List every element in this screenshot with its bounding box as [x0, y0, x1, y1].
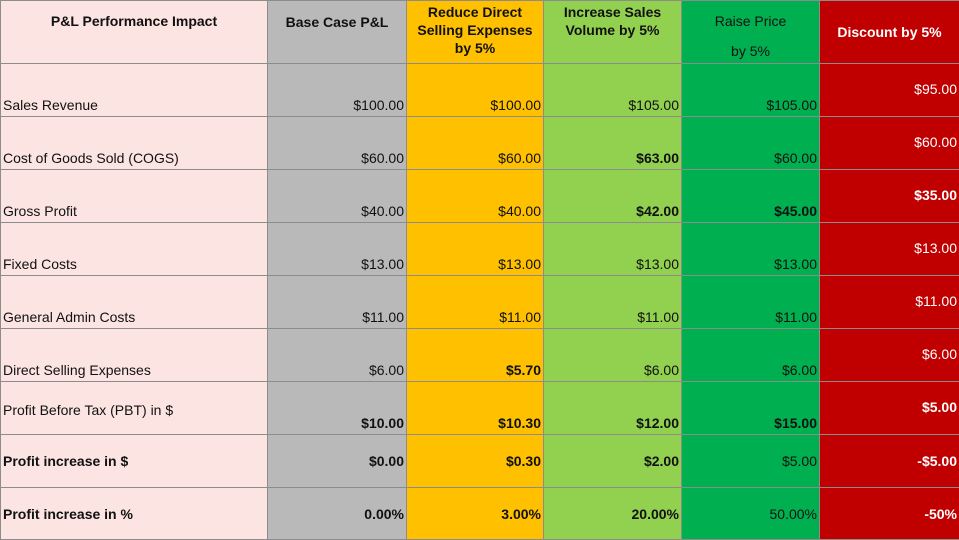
table-row: General Admin Costs $11.00 $11.00 $11.00… — [1, 276, 959, 329]
cell-base: $100.00 — [268, 64, 407, 117]
cell-reduce: $60.00 — [407, 117, 544, 170]
table-row: Profit Before Tax (PBT) in $ $10.00 $10.… — [1, 382, 959, 435]
cell-reduce: $11.00 — [407, 276, 544, 329]
cell-raise: $60.00 — [682, 117, 820, 170]
cell-base: $10.00 — [268, 382, 407, 435]
cell-discount: $13.00 — [820, 223, 959, 276]
cell-discount: -$5.00 — [820, 435, 959, 488]
cell-discount: $95.00 — [820, 64, 959, 117]
cell-discount: -50% — [820, 488, 959, 540]
row-label: Profit increase in % — [1, 488, 268, 540]
cell-base: $40.00 — [268, 170, 407, 223]
header-raise-price-main: Raise Price — [715, 13, 787, 29]
cell-reduce: 3.00% — [407, 488, 544, 540]
row-label: Sales Revenue — [1, 64, 268, 117]
cell-raise: $105.00 — [682, 64, 820, 117]
cell-discount: $5.00 — [820, 382, 959, 435]
cell-increase: 20.00% — [544, 488, 682, 540]
cell-reduce: $100.00 — [407, 64, 544, 117]
row-label: Direct Selling Expenses — [1, 329, 268, 382]
header-base-case: Base Case P&L — [268, 1, 407, 64]
cell-increase: $2.00 — [544, 435, 682, 488]
cell-discount: $6.00 — [820, 329, 959, 382]
row-label: Profit Before Tax (PBT) in $ — [1, 382, 268, 435]
table-row: Profit increase in $ $0.00 $0.30 $2.00 $… — [1, 435, 959, 488]
cell-reduce: $13.00 — [407, 223, 544, 276]
cell-base: $11.00 — [268, 276, 407, 329]
cell-discount: $11.00 — [820, 276, 959, 329]
cell-reduce: $40.00 — [407, 170, 544, 223]
table-row: Sales Revenue $100.00 $100.00 $105.00 $1… — [1, 64, 959, 117]
header-discount: Discount by 5% — [820, 1, 959, 64]
cell-increase: $42.00 — [544, 170, 682, 223]
cell-base: $60.00 — [268, 117, 407, 170]
cell-discount: $35.00 — [820, 170, 959, 223]
cell-discount: $60.00 — [820, 117, 959, 170]
table-row: Fixed Costs $13.00 $13.00 $13.00 $13.00 … — [1, 223, 959, 276]
row-label: Profit increase in $ — [1, 435, 268, 488]
header-raise-price: Raise Price by 5% — [682, 1, 820, 64]
table-row: Cost of Goods Sold (COGS) $60.00 $60.00 … — [1, 117, 959, 170]
cell-reduce: $10.30 — [407, 382, 544, 435]
cell-reduce: $5.70 — [407, 329, 544, 382]
cell-base: $0.00 — [268, 435, 407, 488]
cell-raise: $15.00 — [682, 382, 820, 435]
table-row: Gross Profit $40.00 $40.00 $42.00 $45.00… — [1, 170, 959, 223]
cell-raise: 50.00% — [682, 488, 820, 540]
cell-increase: $12.00 — [544, 382, 682, 435]
row-label: Fixed Costs — [1, 223, 268, 276]
cell-raise: $11.00 — [682, 276, 820, 329]
cell-raise: $45.00 — [682, 170, 820, 223]
cell-raise: $6.00 — [682, 329, 820, 382]
header-row: P&L Performance Impact Base Case P&L Red… — [1, 1, 959, 64]
cell-increase: $11.00 — [544, 276, 682, 329]
row-label: General Admin Costs — [1, 276, 268, 329]
cell-reduce: $0.30 — [407, 435, 544, 488]
cell-increase: $63.00 — [544, 117, 682, 170]
row-label: Gross Profit — [1, 170, 268, 223]
cell-raise: $5.00 — [682, 435, 820, 488]
table-row: Direct Selling Expenses $6.00 $5.70 $6.0… — [1, 329, 959, 382]
header-reduce-selling-expenses: Reduce Direct Selling Expenses by 5% — [407, 1, 544, 64]
cell-base: 0.00% — [268, 488, 407, 540]
header-increase-sales-volume: Increase Sales Volume by 5% — [544, 1, 682, 64]
cell-increase: $105.00 — [544, 64, 682, 117]
cell-raise: $13.00 — [682, 223, 820, 276]
cell-increase: $13.00 — [544, 223, 682, 276]
header-raise-price-sub: by 5% — [684, 42, 817, 60]
header-label: P&L Performance Impact — [1, 1, 268, 64]
cell-base: $6.00 — [268, 329, 407, 382]
cell-base: $13.00 — [268, 223, 407, 276]
cell-increase: $6.00 — [544, 329, 682, 382]
row-label: Cost of Goods Sold (COGS) — [1, 117, 268, 170]
table-row: Profit increase in % 0.00% 3.00% 20.00% … — [1, 488, 959, 540]
